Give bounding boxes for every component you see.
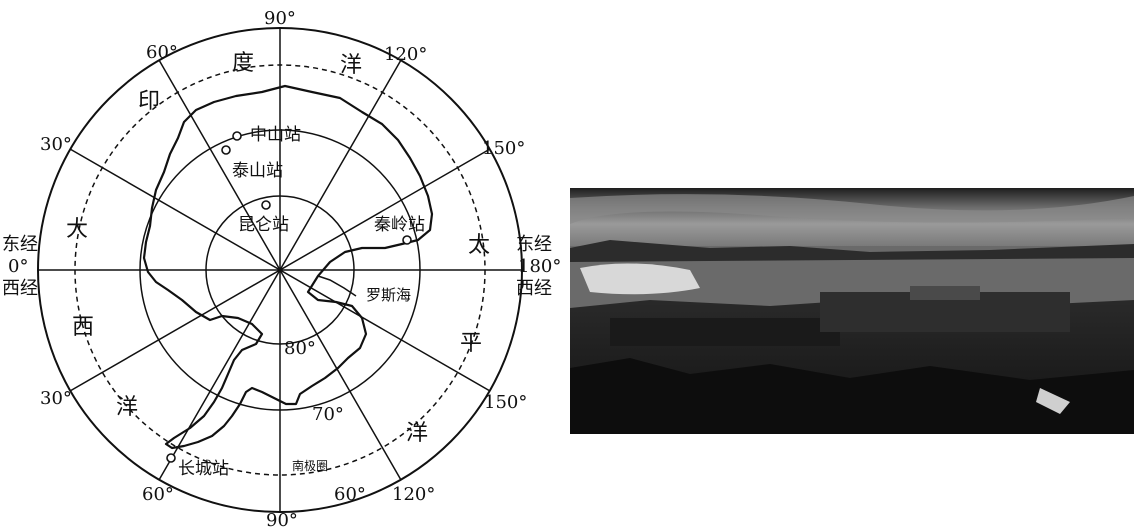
ocean-char-indian-2: 度 xyxy=(232,51,254,76)
lon-label-bottom-inner-60: 60° xyxy=(334,484,366,505)
lon-label-east-0-line2: 0° xyxy=(8,256,28,277)
photo-far-shore xyxy=(570,240,1134,262)
lon-label-east-180: 东经 xyxy=(516,234,552,255)
lat-label-80: 80° xyxy=(284,338,316,359)
kunlun-station-marker xyxy=(261,200,271,210)
ocean-char-pacific-1: 太 xyxy=(468,233,490,258)
qinling-station-label: 秦岭站 xyxy=(374,215,425,235)
ocean-char-atlantic-1: 大 xyxy=(66,217,88,242)
lon-label-right-lower: 150° xyxy=(484,392,527,413)
ocean-char-indian-3: 洋 xyxy=(340,53,362,78)
lon-label-top-right: 120° xyxy=(384,44,427,65)
lon-label-west-0: 西经 xyxy=(2,278,38,299)
photo-building-roof xyxy=(910,286,980,300)
ocean-char-pacific-3: 洋 xyxy=(406,421,428,446)
photo-building-long xyxy=(610,318,840,346)
lon-label-top: 90° xyxy=(264,8,296,29)
changcheng-station-marker xyxy=(166,453,176,463)
changcheng-station-label: 长城站 xyxy=(178,459,229,479)
lon-label-180: 180° xyxy=(518,256,560,277)
meridian-lines xyxy=(38,28,522,512)
antarctica-map: 印 度 洋 大 西 洋 太 平 洋 90° 60° 120° 30° 150° … xyxy=(2,8,560,530)
lon-label-bottom-right: 120° xyxy=(392,484,435,505)
lon-label-west-180: 西经 xyxy=(516,278,552,299)
lon-label-east-0-line1: 东经 xyxy=(2,234,38,255)
lon-label-top-left: 60° xyxy=(146,42,178,63)
lon-label-right-upper: 150° xyxy=(482,138,525,159)
ross-ice-shelf-edge xyxy=(317,275,357,297)
lon-label-bottom: 90° xyxy=(266,510,298,530)
lon-label-left-upper: 30° xyxy=(40,134,72,155)
photo-cloud-band xyxy=(570,194,1134,224)
photo-snow-patch xyxy=(1036,388,1070,414)
kunlun-station-label: 昆仑站 xyxy=(238,215,289,235)
ross-sea-label: 罗斯海 xyxy=(366,286,411,304)
ocean-char-pacific-2: 平 xyxy=(460,331,482,356)
qinling-station-marker xyxy=(402,235,412,245)
ocean-char-atlantic-3: 洋 xyxy=(116,395,138,420)
ocean-char-indian-1: 印 xyxy=(138,89,160,114)
antarctic-circle-label: 南极圈 xyxy=(292,458,328,473)
photo-ice xyxy=(580,263,700,295)
zhongshan-station-marker xyxy=(232,131,242,141)
lat-label-70: 70° xyxy=(312,404,344,425)
lon-label-left-lower: 30° xyxy=(40,388,72,409)
ocean-char-atlantic-2: 西 xyxy=(72,315,94,340)
station-photo xyxy=(570,188,1134,434)
lon-label-bottom-left: 60° xyxy=(142,484,174,505)
taishan-station-marker xyxy=(221,145,231,155)
photo-rocks xyxy=(570,358,1134,434)
zhongshan-station-label: 中山站 xyxy=(250,125,301,145)
taishan-station-label: 泰山站 xyxy=(232,161,283,181)
